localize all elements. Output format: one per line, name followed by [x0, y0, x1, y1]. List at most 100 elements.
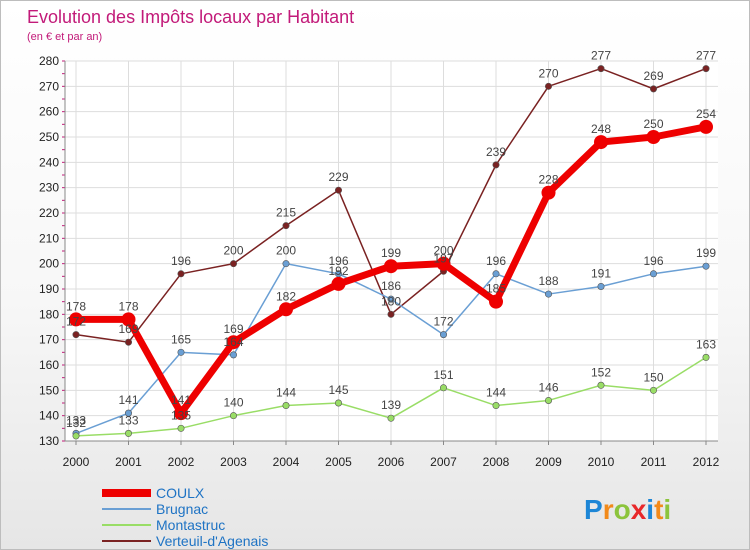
data-point — [282, 222, 290, 230]
y-tick-label: 140 — [39, 409, 59, 423]
x-tick-label: 2012 — [693, 455, 720, 469]
data-point — [230, 412, 238, 420]
data-point — [177, 270, 185, 278]
data-point — [125, 429, 133, 437]
data-label: 182 — [276, 289, 296, 303]
data-point — [125, 409, 133, 417]
y-tick-label: 170 — [39, 333, 59, 347]
data-point — [279, 302, 293, 317]
data-point — [174, 406, 188, 421]
x-tick-label: 2003 — [220, 455, 247, 469]
data-point — [177, 424, 185, 432]
data-label: 133 — [118, 413, 138, 427]
data-label: 151 — [433, 368, 453, 382]
data-point — [436, 256, 451, 271]
data-label: 139 — [381, 398, 401, 412]
x-tick-label: 2002 — [168, 455, 195, 469]
data-point — [125, 338, 133, 346]
y-tick-label: 160 — [39, 358, 59, 372]
data-point — [69, 312, 83, 327]
data-label: 135 — [171, 408, 191, 422]
legend-label: Verteuil-d'Agenais — [156, 533, 268, 549]
data-point — [334, 186, 342, 194]
data-label: 178 — [118, 299, 138, 313]
data-point — [544, 82, 552, 90]
data-label: 192 — [328, 264, 348, 278]
chart-subtitle: (en € et par an) — [27, 31, 102, 43]
x-tick-label: 2009 — [535, 455, 562, 469]
data-point — [387, 414, 395, 422]
data-point — [544, 396, 552, 404]
data-label: 196 — [328, 254, 348, 268]
data-point — [384, 259, 398, 274]
y-tick-label: 240 — [39, 155, 59, 169]
data-label: 200 — [223, 244, 243, 258]
data-point — [282, 402, 290, 410]
data-point — [72, 331, 80, 339]
data-label: 199 — [696, 246, 716, 260]
data-point — [489, 294, 503, 309]
data-label: 146 — [538, 380, 558, 394]
data-point — [492, 270, 500, 278]
data-label: 248 — [591, 122, 611, 136]
y-tick-label: 250 — [39, 130, 59, 144]
data-label: 277 — [591, 49, 611, 63]
y-tick-label: 180 — [39, 307, 59, 321]
data-label: 196 — [486, 254, 506, 268]
data-label: 169 — [223, 322, 243, 336]
data-label: 145 — [328, 383, 348, 397]
data-point — [331, 276, 346, 291]
data-point — [282, 260, 290, 268]
data-point — [177, 348, 185, 356]
data-point — [646, 130, 661, 144]
data-point — [492, 161, 500, 169]
data-label: 178 — [66, 299, 86, 313]
data-labels: 178 178 141 169 182 192 199 200 185 228 248 250 254 1… — [66, 49, 716, 430]
data-point — [334, 399, 342, 407]
data-label: 164 — [223, 335, 243, 349]
data-label: 163 — [696, 337, 716, 351]
data-label: 172 — [433, 315, 453, 329]
data-label: 196 — [643, 254, 663, 268]
x-tick-label: 2011 — [641, 455, 667, 469]
data-label: 239 — [486, 145, 506, 159]
data-point — [597, 282, 605, 290]
data-label: 152 — [591, 365, 611, 379]
legend-label: Brugnac — [156, 501, 208, 517]
data-point — [649, 85, 657, 93]
data-point — [597, 65, 605, 73]
logo-text: Proxiti — [584, 494, 671, 525]
data-point — [439, 331, 447, 339]
y-tick-label: 280 — [39, 54, 59, 68]
data-label: 199 — [381, 246, 401, 260]
data-label: 269 — [643, 69, 663, 83]
data-label: 172 — [66, 315, 86, 329]
data-label: 150 — [643, 370, 663, 384]
data-label: 185 — [486, 282, 506, 296]
chart-title: Evolution des Impôts locaux par Habitant — [27, 7, 354, 27]
data-point — [594, 135, 608, 150]
y-tick-label: 200 — [39, 257, 59, 271]
data-label: 197 — [433, 251, 453, 265]
data-point — [439, 384, 447, 392]
data-label: 144 — [486, 386, 506, 400]
data-point — [121, 312, 136, 327]
data-label: 200 — [433, 244, 453, 258]
data-label: 132 — [66, 416, 86, 430]
data-point — [72, 432, 80, 440]
grid — [65, 60, 718, 442]
data-label: 169 — [118, 322, 138, 336]
data-label: 144 — [276, 386, 296, 400]
y-tick-label: 270 — [39, 79, 59, 93]
data-label: 270 — [538, 66, 558, 80]
y-tick-label: 130 — [39, 434, 59, 448]
axes: 130 140 150 160 170 180 190 200 210 220 230 240 250 2… — [39, 54, 720, 469]
data-point — [492, 402, 500, 410]
x-tick-label: 2001 — [115, 455, 142, 469]
x-tick-label: 2005 — [325, 455, 352, 469]
data-point — [649, 270, 657, 278]
data-point — [387, 310, 395, 318]
